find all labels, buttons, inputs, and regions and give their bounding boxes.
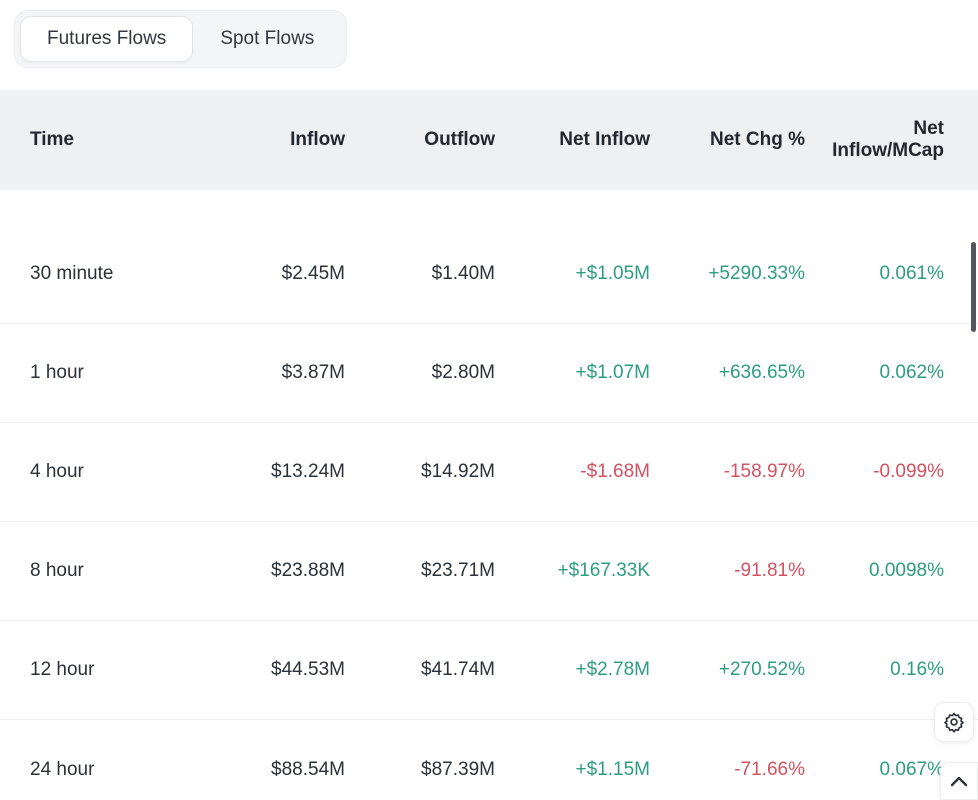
inflow-cell: $2.45M <box>281 263 345 284</box>
net-chg-cell: -71.66% <box>734 758 805 780</box>
chevron-up-icon <box>949 774 969 788</box>
table-row: 4 hour $13.24M $14.92M -$1.68M -158.97% … <box>0 423 978 522</box>
vertical-scrollbar-thumb[interactable] <box>971 242 976 332</box>
outflow-cell: $14.92M <box>421 461 495 482</box>
net-inflow-cell: +$1.07M <box>575 362 650 383</box>
table-body: 30 minute $2.45M $1.40M +$1.05M +5290.33… <box>0 225 978 800</box>
inflow-cell: $44.53M <box>271 659 345 680</box>
back-to-top-button[interactable] <box>940 762 978 800</box>
time-cell: 30 minute <box>30 263 114 284</box>
gear-icon <box>943 711 965 733</box>
table-row: 24 hour $88.54M $87.39M +$1.15M -71.66% … <box>0 720 978 800</box>
table-row: 8 hour $23.88M $23.71M +$167.33K -91.81%… <box>0 522 978 621</box>
header-net-chg: Net Chg % <box>710 129 805 150</box>
header-net-inflow: Net Inflow <box>559 129 650 150</box>
outflow-cell: $2.80M <box>431 362 495 383</box>
outflow-cell: $41.74M <box>421 659 495 680</box>
time-cell: 12 hour <box>30 659 95 680</box>
net-inflow-mcap-cell: 0.16% <box>890 659 944 680</box>
outflow-cell: $1.40M <box>431 263 495 284</box>
feedback-button[interactable] <box>934 702 974 742</box>
time-cell: 1 hour <box>30 362 84 383</box>
table-row: 30 minute $2.45M $1.40M +$1.05M +5290.33… <box>0 225 978 324</box>
net-inflow-cell: +$1.05M <box>575 263 650 284</box>
inflow-cell: $13.24M <box>271 461 345 482</box>
net-chg-cell: +270.52% <box>718 659 805 680</box>
inflow-cell: $3.87M <box>281 362 345 383</box>
time-cell: 8 hour <box>30 560 84 581</box>
net-inflow-mcap-cell: 0.067% <box>879 758 944 780</box>
header-inflow: Inflow <box>290 129 345 150</box>
net-inflow-cell: +$1.15M <box>575 758 650 780</box>
net-inflow-mcap-cell: 0.061% <box>879 263 944 284</box>
time-cell: 4 hour <box>30 461 84 482</box>
tab-futures-flows[interactable]: Futures Flows <box>20 16 194 62</box>
net-inflow-mcap-cell: -0.099% <box>873 461 944 482</box>
table-row: 12 hour $44.53M $41.74M +$2.78M +270.52%… <box>0 621 978 720</box>
header-time: Time <box>30 129 75 150</box>
header-outflow: Outflow <box>424 129 495 150</box>
net-chg-cell: +5290.33% <box>708 263 805 284</box>
net-inflow-cell: +$2.78M <box>575 659 650 680</box>
net-chg-cell: +636.65% <box>718 362 805 383</box>
net-inflow-cell: +$167.33K <box>557 560 650 581</box>
net-chg-cell: -158.97% <box>723 461 805 482</box>
tab-spot-flows[interactable]: Spot Flows <box>220 28 315 49</box>
flows-tab-switcher: Futures Flows Spot Flows <box>14 10 348 68</box>
net-inflow-cell: -$1.68M <box>580 461 650 482</box>
table-row: 1 hour $3.87M $2.80M +$1.07M +636.65% 0.… <box>0 324 978 423</box>
net-inflow-mcap-cell: 0.0098% <box>868 560 944 581</box>
time-cell: 24 hour <box>30 758 95 780</box>
inflow-cell: $23.88M <box>271 560 345 581</box>
flows-table: Time Inflow Outflow Net Inflow Net Chg %… <box>0 90 978 800</box>
net-inflow-mcap-cell: 0.062% <box>879 362 944 383</box>
header-net-inflow-mcap: Net Inflow/MCap <box>832 118 944 161</box>
net-chg-cell: -91.81% <box>734 560 805 581</box>
outflow-cell: $87.39M <box>421 758 495 780</box>
inflow-cell: $88.54M <box>271 758 345 780</box>
outflow-cell: $23.71M <box>421 560 495 581</box>
table-header-row: Time Inflow Outflow Net Inflow Net Chg %… <box>0 90 978 190</box>
